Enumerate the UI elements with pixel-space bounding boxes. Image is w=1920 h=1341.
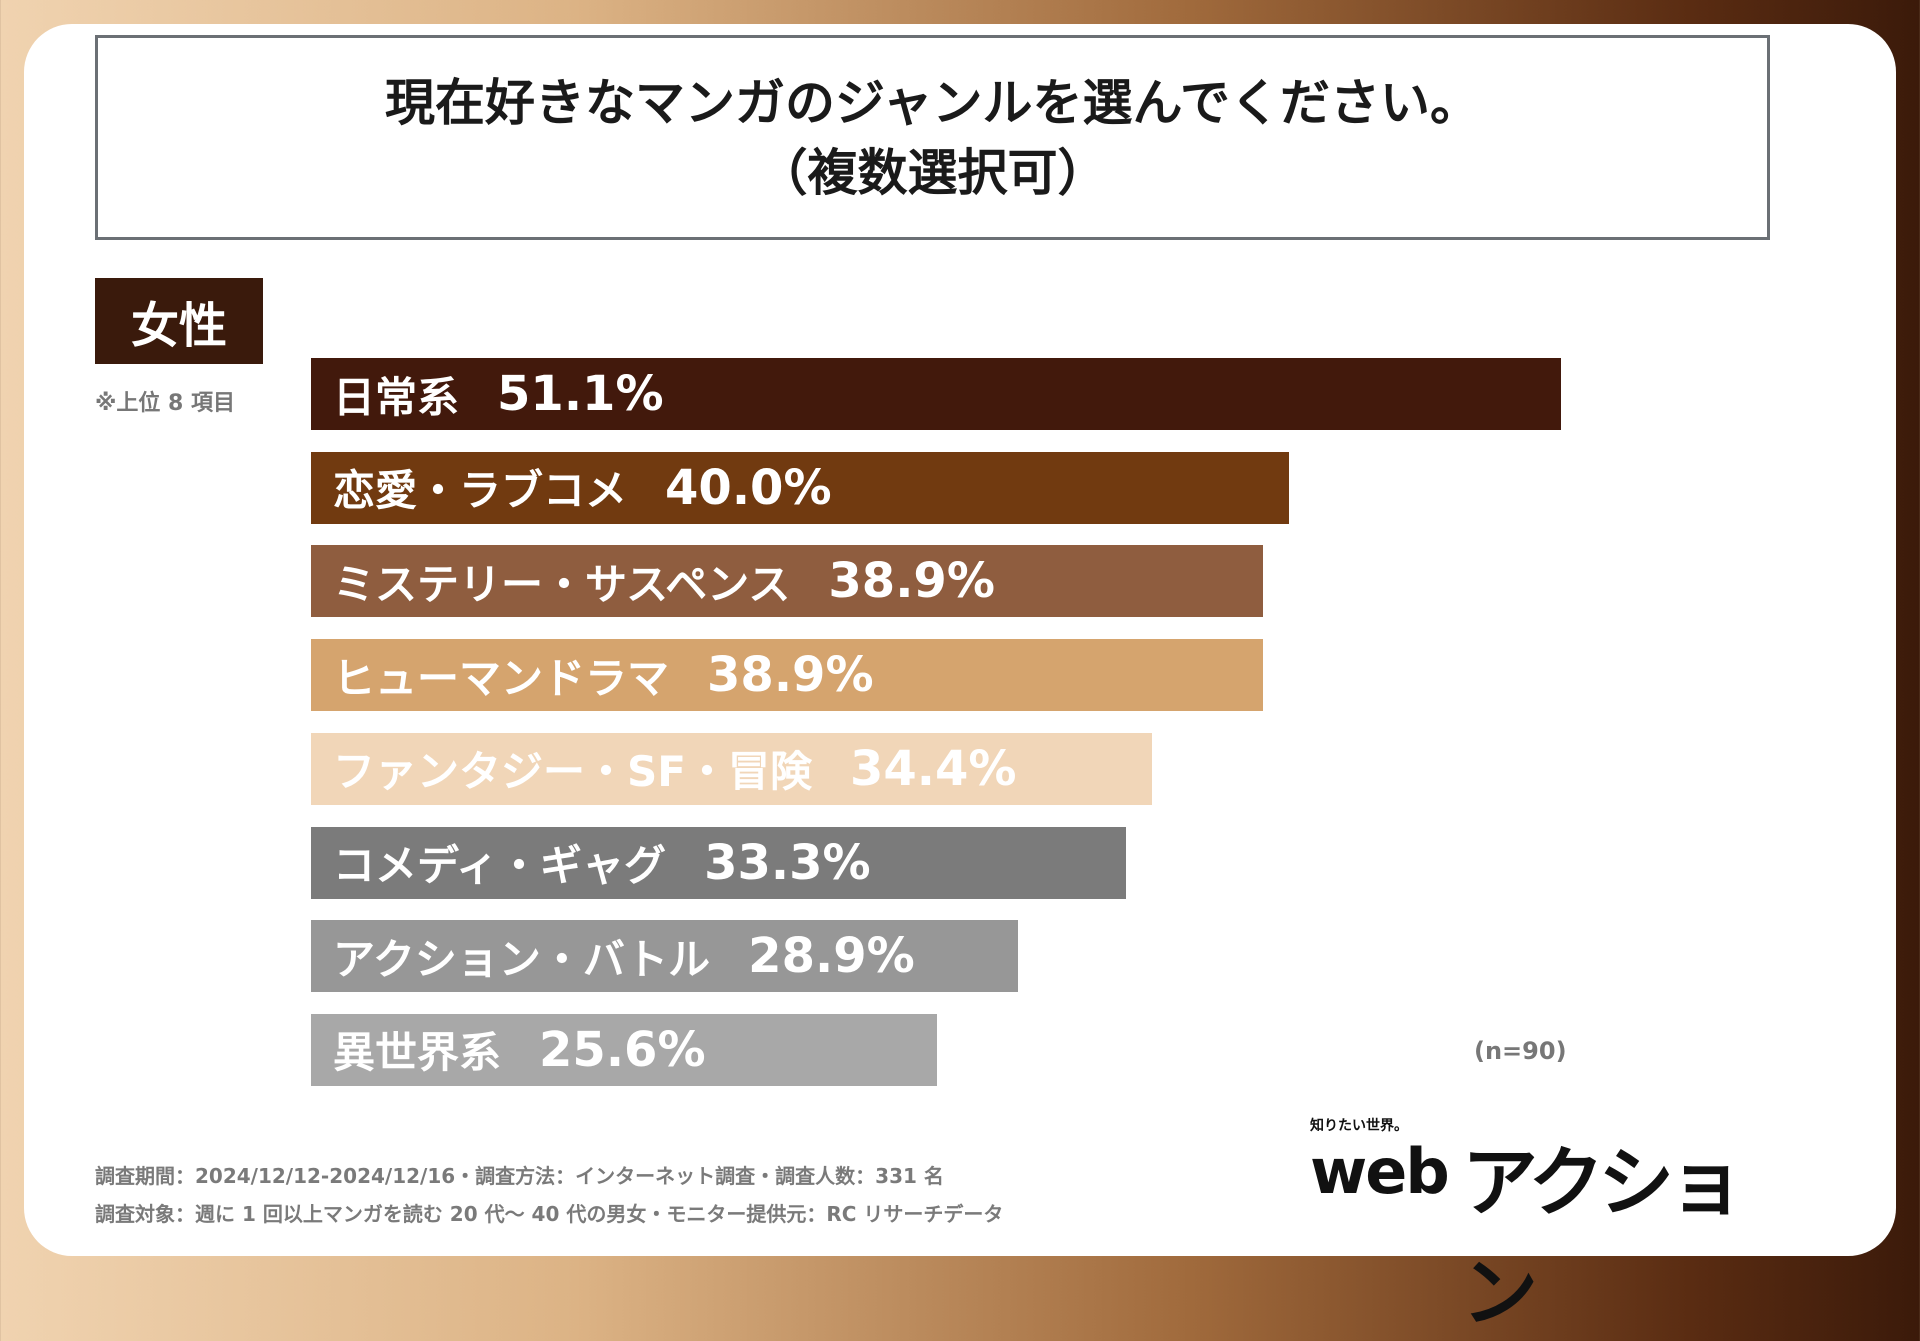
survey-period-footer: 調査期間：2024/12/12-2024/12/16・調査方法：インターネット調… <box>95 1164 944 1188</box>
sample-size-label: (n=90) <box>1474 1037 1567 1065</box>
bar-value-label: 51.1% <box>497 366 664 422</box>
logo-action-text: アクション <box>1462 1138 1744 1337</box>
logo-web-text: web <box>1310 1135 1450 1208</box>
chart-title-line1: 現在好きなマンガのジャンルを選んでください。 <box>385 73 1480 132</box>
bar-5: ファンタジー・SF・冒険 34.4% <box>311 732 1152 805</box>
bar-category-label: ヒューマンドラマ <box>333 653 670 703</box>
bar-category-label: 恋愛・ラブコメ <box>333 466 628 516</box>
bar-7: アクション・バトル 28.9% <box>311 920 1018 993</box>
web-action-logo: 知りたい世界。 web アクション <box>1310 1115 1780 1337</box>
bar-value-label: 40.0% <box>665 459 832 516</box>
bar-value-label: 38.9% <box>828 553 995 610</box>
chart-title-box: 現在好きなマンガのジャンルを選んでください。 （複数選択可） <box>95 35 1770 240</box>
survey-target-footer: 調査対象：週に 1 回以上マンガを読む 20 代〜 40 代の男女・モニター提供… <box>95 1202 1004 1226</box>
bar-value-label: 25.6% <box>539 1021 706 1078</box>
chart-title-line2: （複数選択可） <box>757 143 1108 202</box>
bar-2: 恋愛・ラブコメ 40.0% <box>311 451 1289 524</box>
series-tag: 女性 <box>95 278 263 364</box>
bar-6: コメディ・ギャグ 33.3% <box>311 826 1126 899</box>
bar-category-label: 日常系 <box>333 372 460 422</box>
bar-category-label: アクション・バトル <box>333 934 711 984</box>
bar-value-label: 33.3% <box>704 834 871 891</box>
bar-4: ヒューマンドラマ 38.9% <box>311 639 1263 712</box>
logo-tagline: 知りたい世界。 <box>1310 1118 1408 1134</box>
top-items-note: ※上位 8 項目 <box>95 391 236 416</box>
bar-value-label: 34.4% <box>849 740 1017 797</box>
bar-category-label: コメディ・ギャグ <box>333 841 667 890</box>
bar-category-label: ファンタジー・SF・冒険 <box>333 747 812 797</box>
bar-3: ミステリー・サスペンス 38.9% <box>311 545 1263 618</box>
bar-value-label: 28.9% <box>748 928 915 985</box>
bar-category-label: 異世界系 <box>333 1028 502 1078</box>
bar-value-label: 38.9% <box>707 647 874 704</box>
bar-8: 異世界系 25.6% <box>311 1013 937 1086</box>
bar-category-label: ミステリー・サスペンス <box>333 559 791 609</box>
bar-1: 日常系 51.1% <box>311 358 1561 430</box>
